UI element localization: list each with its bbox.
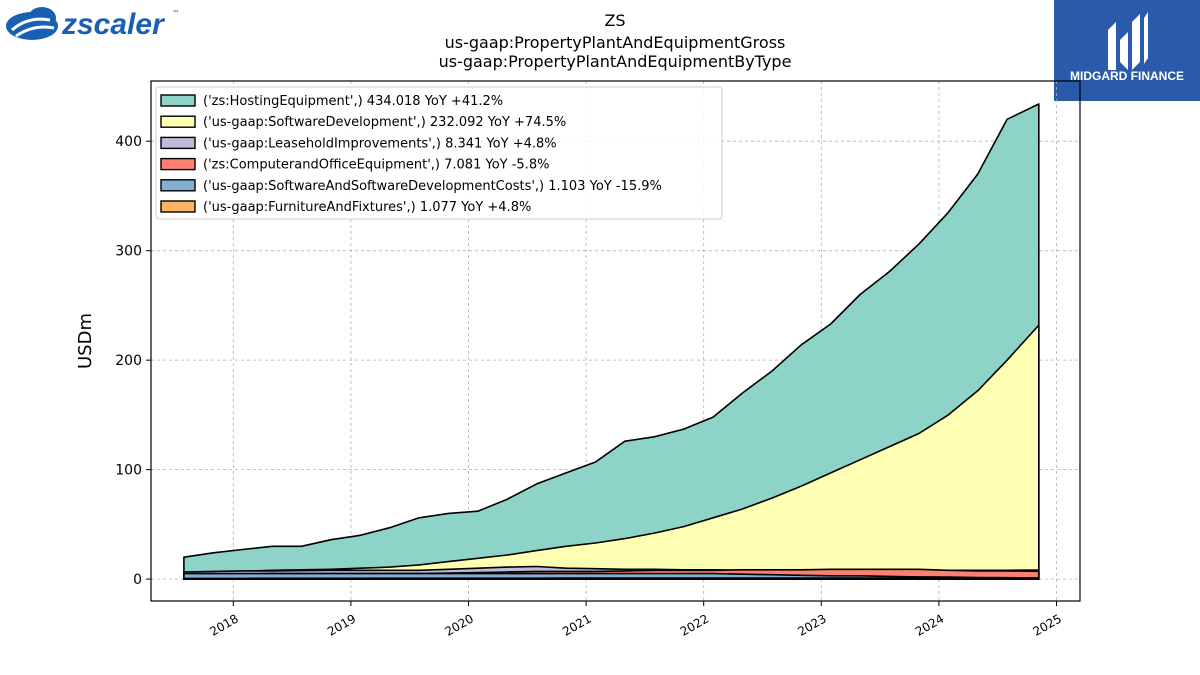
series-area-1 bbox=[183, 324, 1040, 580]
legend-swatch bbox=[160, 115, 196, 128]
zscaler-logo: zscaler ™ bbox=[6, 7, 180, 41]
legend-label: ('us-gaap:LeaseholdImprovements',) 8.341… bbox=[203, 136, 557, 151]
x-tick-label: 2018 bbox=[207, 611, 240, 638]
y-tick-label: 100 bbox=[115, 463, 142, 479]
x-tick-label: 2021 bbox=[560, 611, 593, 638]
legend-swatch bbox=[160, 200, 196, 213]
x-tick-label: 2022 bbox=[678, 611, 711, 638]
midgard-emblem-icon: MIDGARD FINANCE bbox=[1070, 12, 1184, 83]
legend-swatch bbox=[160, 94, 196, 107]
series-area-5 bbox=[183, 577, 1040, 580]
chart-title-line-1: ZS bbox=[604, 11, 625, 30]
legend-swatch bbox=[160, 179, 196, 192]
x-tick-label: 2020 bbox=[443, 611, 476, 638]
series-area-0 bbox=[183, 103, 1040, 580]
plot-frame bbox=[150, 80, 1081, 602]
y-tick-label: 400 bbox=[115, 134, 142, 150]
legend-swatch bbox=[160, 157, 196, 171]
y-tick-label: 200 bbox=[115, 353, 142, 369]
series-areas bbox=[183, 103, 1040, 580]
x-tick-label: 2023 bbox=[795, 611, 828, 638]
legend-label: ('us-gaap:SoftwareDevelopment',) 232.092… bbox=[203, 115, 566, 130]
legend-frame bbox=[155, 86, 723, 220]
chart-title-line-3: us-gaap:PropertyPlantAndEquipmentByType bbox=[439, 52, 792, 71]
x-tick-label: 2024 bbox=[913, 611, 946, 638]
x-tick-label: 2019 bbox=[325, 611, 358, 638]
midgard-finance-logo: MIDGARD FINANCE bbox=[1054, 0, 1200, 101]
legend-label: ('zs:HostingEquipment',) 434.018 YoY +41… bbox=[203, 94, 503, 109]
y-axis-label: USDm bbox=[75, 313, 96, 369]
legend: ('zs:HostingEquipment',) 434.018 YoY +41… bbox=[155, 86, 723, 220]
x-tick-label: 2025 bbox=[1031, 611, 1064, 638]
midgard-wordmark: MIDGARD FINANCE bbox=[1070, 69, 1184, 83]
legend-label: ('zs:ComputerandOfficeEquipment',) 7.081… bbox=[203, 158, 549, 173]
legend-label: ('us-gaap:SoftwareAndSoftwareDevelopment… bbox=[203, 179, 662, 194]
x-axis-ticks: 2018 2019 2020 2021 2022 2023 2024 2025 bbox=[207, 601, 1064, 639]
y-tick-label: 0 bbox=[133, 572, 142, 588]
legend-label: ('us-gaap:FurnitureAndFixtures',) 1.077 … bbox=[203, 200, 531, 215]
zscaler-cloud-icon bbox=[6, 7, 58, 40]
y-axis-ticks: 0 100 200 300 400 bbox=[115, 134, 151, 588]
trademark-mark: ™ bbox=[172, 9, 180, 18]
chart-title: ZS us-gaap:PropertyPlantAndEquipmentGros… bbox=[439, 11, 792, 71]
legend-swatch bbox=[160, 136, 196, 150]
chart-title-line-2: us-gaap:PropertyPlantAndEquipmentGross bbox=[445, 33, 786, 52]
y-tick-label: 300 bbox=[115, 244, 142, 260]
zscaler-wordmark: zscaler bbox=[61, 8, 166, 41]
